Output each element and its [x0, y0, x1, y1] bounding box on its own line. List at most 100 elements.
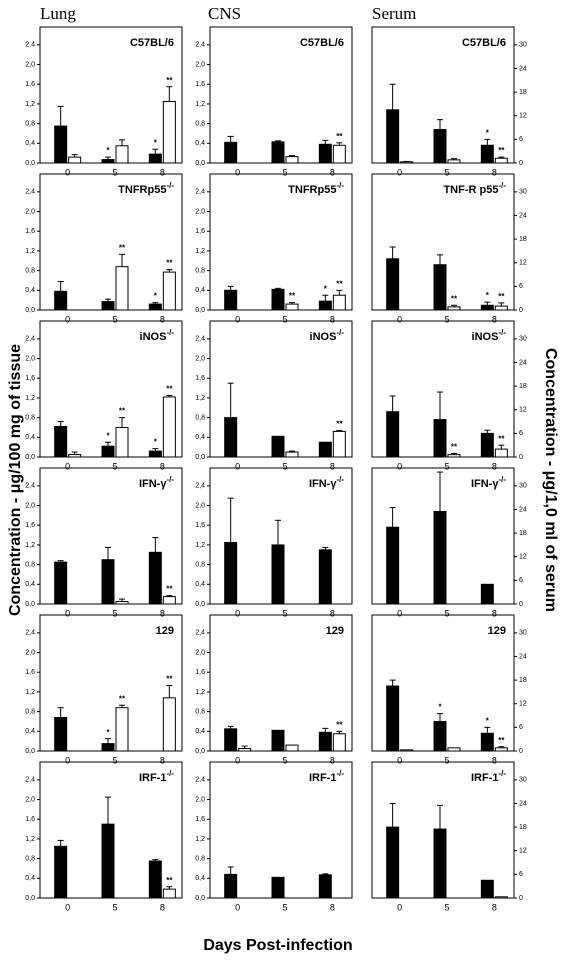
- y-tick-label: 12: [519, 701, 527, 708]
- x-tick-label: 5: [444, 608, 449, 618]
- bar: [101, 301, 115, 311]
- y-tick-label: 0,0: [25, 454, 35, 461]
- y-tick-label: 0,8: [195, 267, 205, 274]
- bar: [318, 874, 332, 899]
- bar: [433, 828, 447, 899]
- panel-title: iNOS-/-: [140, 328, 175, 343]
- y-tick-label: 0,0: [195, 307, 205, 314]
- bar: [386, 258, 400, 311]
- y-tick-label: 2,0: [25, 355, 35, 362]
- y-tick-label: 2,4: [195, 777, 205, 784]
- significance-mark: *: [324, 284, 328, 293]
- x-tick-label: 8: [160, 167, 165, 177]
- x-tick-label: 0: [235, 167, 240, 177]
- y-tick-label: 0,8: [25, 414, 35, 421]
- significance-mark: **: [166, 585, 173, 594]
- y-tick-label: 24: [519, 212, 527, 219]
- y-tick-label: 0,4: [195, 434, 205, 441]
- y-tick-label: 0,8: [195, 414, 205, 421]
- bar: [162, 396, 176, 458]
- column-title: Serum: [372, 4, 416, 23]
- y-tick-label: 1,6: [195, 375, 205, 382]
- significance-mark: **: [336, 132, 343, 141]
- y-tick-label: 18: [519, 236, 527, 243]
- bar: [433, 264, 447, 311]
- significance-mark: *: [486, 716, 490, 725]
- y-axis-label: Concentration - μg/1,0 ml of serum: [542, 348, 559, 612]
- bar: [162, 697, 176, 752]
- x-tick-label: 8: [160, 314, 165, 324]
- x-tick-label: 0: [65, 902, 70, 912]
- y-tick-label: 2,0: [25, 61, 35, 68]
- panel-title-superscript: -/-: [166, 328, 174, 337]
- bar: [68, 156, 82, 164]
- y-tick-label: 0,0: [195, 454, 205, 461]
- bar: [447, 454, 461, 458]
- x-tick-label: 8: [492, 461, 497, 471]
- significance-mark: **: [336, 420, 343, 429]
- y-tick-label: 0,8: [25, 120, 35, 127]
- y-tick-label: 0,8: [25, 855, 35, 862]
- y-tick-label: 1,6: [25, 228, 35, 235]
- significance-mark: **: [498, 736, 505, 745]
- y-tick-label: 1,6: [25, 81, 35, 88]
- y-tick-label: 2,0: [195, 355, 205, 362]
- bar: [54, 425, 68, 458]
- y-tick-label: 0,8: [25, 267, 35, 274]
- panel-title: IRF-1-/-: [309, 769, 344, 784]
- y-tick-label: 0,0: [195, 895, 205, 902]
- bar: [148, 551, 162, 605]
- bar: [386, 526, 400, 605]
- column-title: CNS: [208, 4, 241, 23]
- bar: [447, 747, 461, 752]
- y-tick-label: 2,4: [195, 42, 205, 49]
- y-tick-label: 30: [519, 777, 527, 784]
- significance-mark: **: [498, 146, 505, 155]
- bar: [400, 749, 414, 752]
- y-tick-label: 2,4: [195, 336, 205, 343]
- y-tick-label: 12: [519, 113, 527, 120]
- bar: [224, 873, 238, 899]
- bar: [148, 450, 162, 458]
- bar: [480, 583, 494, 605]
- x-tick-label: 5: [444, 167, 449, 177]
- panel-title: iNOS-/-: [472, 328, 507, 343]
- y-tick-label: 2,4: [25, 189, 35, 196]
- x-tick-label: 0: [235, 755, 240, 765]
- x-tick-label: 8: [330, 461, 335, 471]
- y-tick-label: 0,0: [25, 160, 35, 167]
- y-tick-label: 0,0: [25, 748, 35, 755]
- bar: [162, 271, 176, 311]
- y-tick-label: 2,4: [25, 336, 35, 343]
- x-tick-label: 0: [235, 608, 240, 618]
- y-tick-label: 0,4: [195, 581, 205, 588]
- significance-mark: **: [119, 407, 126, 416]
- significance-mark: **: [336, 279, 343, 288]
- x-tick-label: 8: [330, 167, 335, 177]
- y-tick-label: 0: [519, 454, 523, 461]
- y-tick-label: 2,4: [25, 630, 35, 637]
- significance-mark: *: [106, 728, 110, 737]
- x-tick-label: 0: [397, 755, 402, 765]
- y-tick-label: 0,4: [195, 287, 205, 294]
- y-tick-label: 2,0: [195, 208, 205, 215]
- bar: [447, 306, 461, 311]
- y-tick-label: 1,6: [25, 522, 35, 529]
- panel-title: iNOS-/-: [310, 328, 345, 343]
- bar: [54, 717, 68, 752]
- y-tick-label: 1,2: [25, 542, 35, 549]
- bar: [386, 109, 400, 164]
- bar: [480, 144, 494, 164]
- y-tick-label: 0: [519, 307, 523, 314]
- x-tick-label: 5: [112, 167, 117, 177]
- bar: [115, 266, 129, 311]
- y-tick-label: 0: [519, 748, 523, 755]
- bar: [447, 159, 461, 164]
- bar: [101, 445, 115, 458]
- significance-mark: *: [154, 292, 158, 301]
- y-tick-label: 1,2: [195, 689, 205, 696]
- y-tick-label: 6: [519, 430, 523, 437]
- y-tick-label: 6: [519, 871, 523, 878]
- y-axis-label: Concentration - μg/100 mg of tissue: [7, 344, 24, 616]
- bar: [318, 441, 332, 458]
